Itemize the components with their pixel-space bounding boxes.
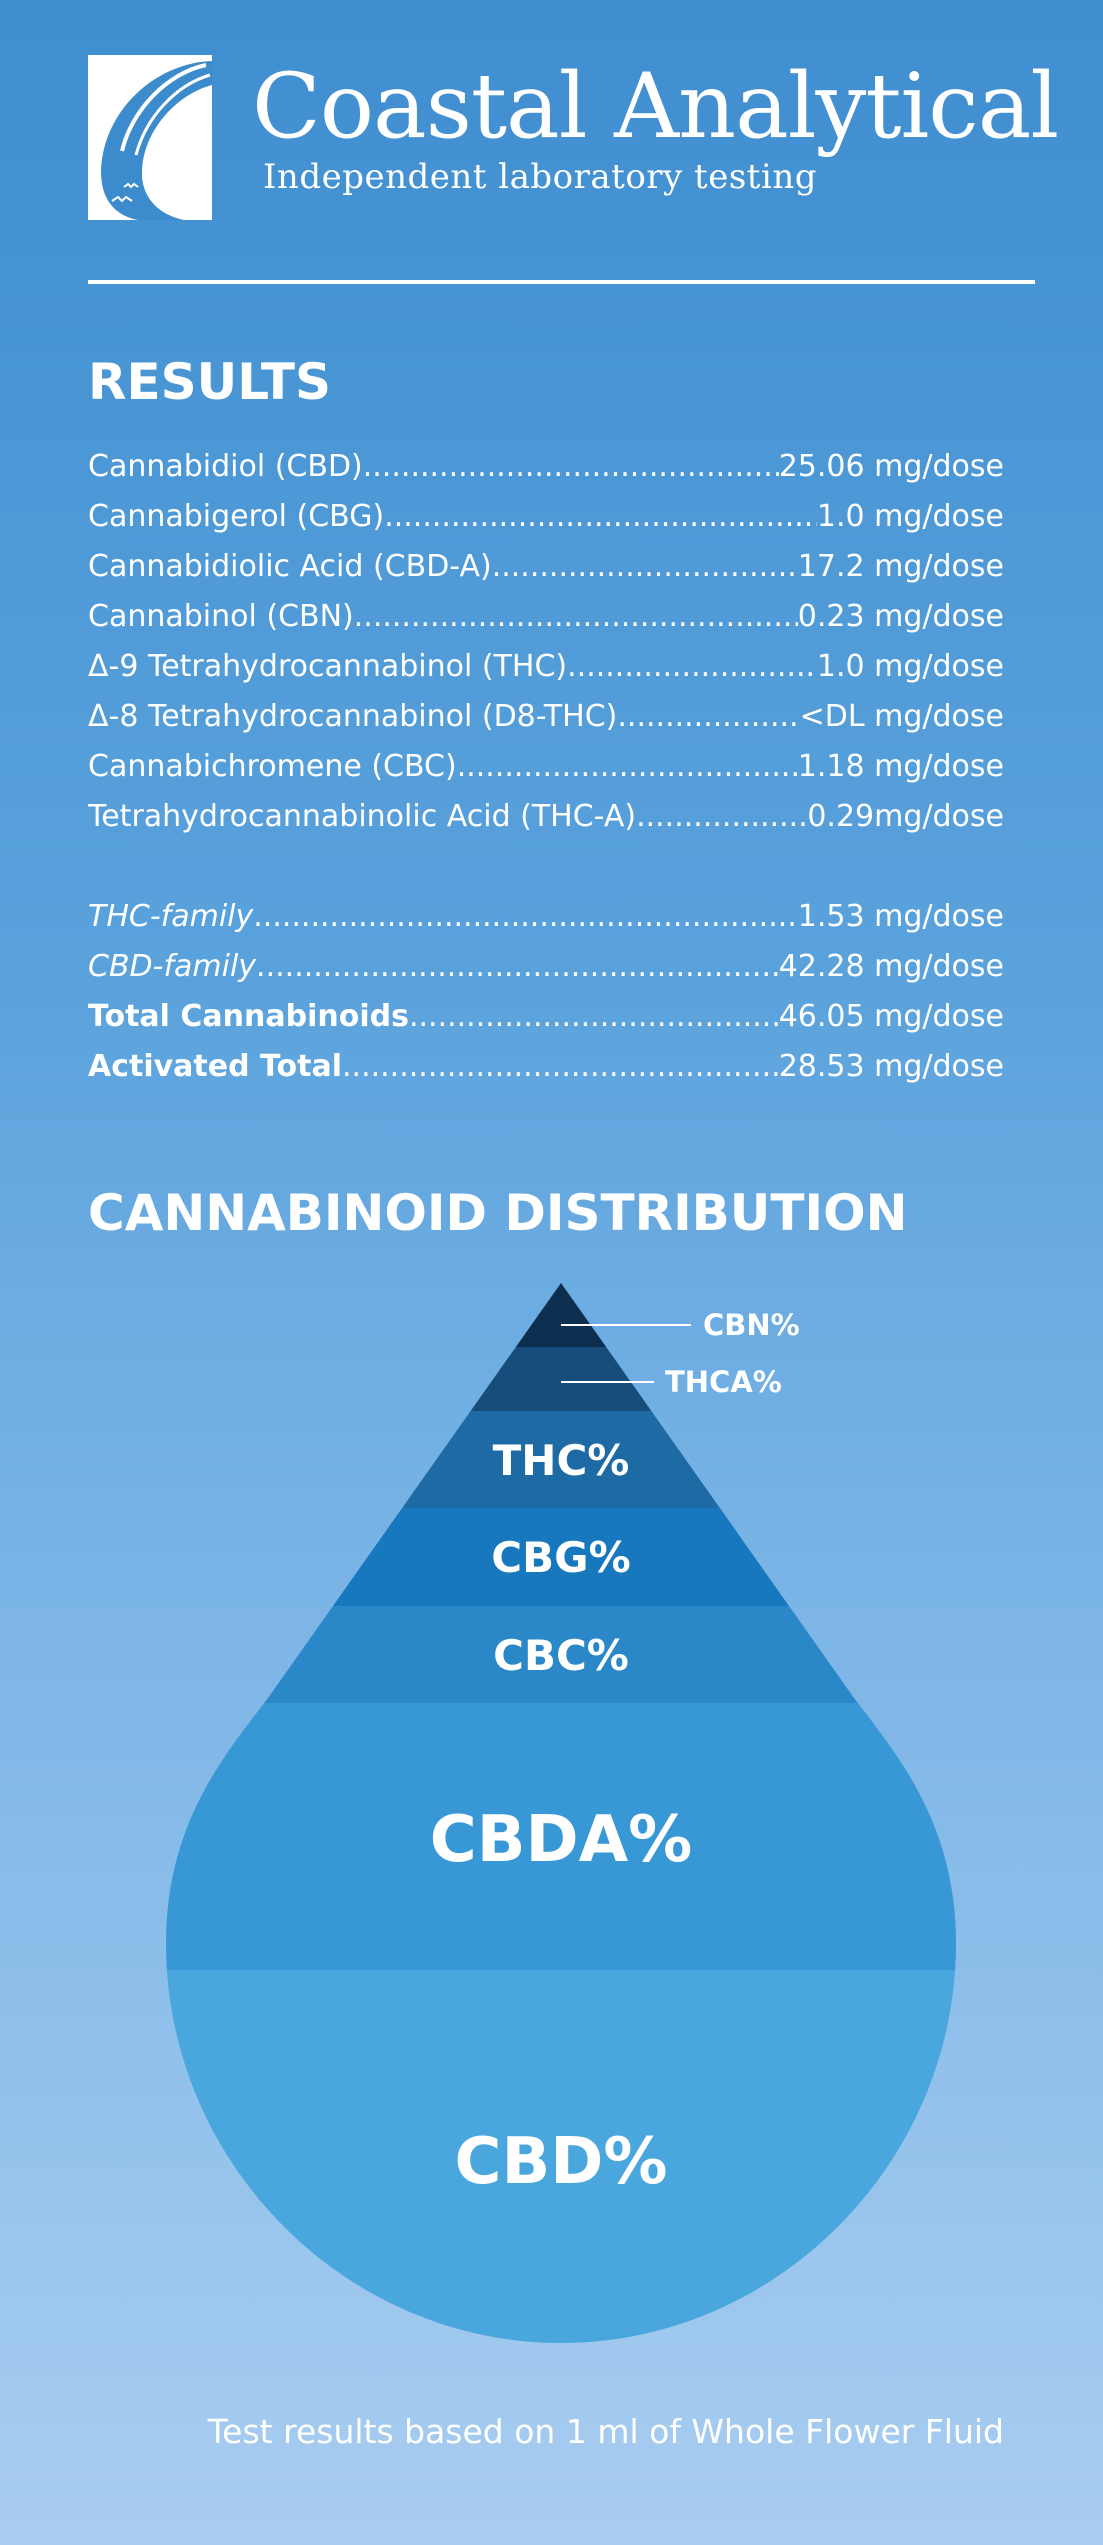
wave-bird-logo-icon (88, 55, 212, 220)
footer-note: Test results based on 1 ml of Whole Flow… (207, 2412, 1004, 2451)
result-row-cbn: Cannabinol (CBN) 0.23 mg/dose (88, 597, 1004, 637)
result-value: 25.06 mg/dose (778, 449, 1004, 484)
total-value: 1.53 mg/dose (797, 899, 1004, 934)
total-row-thc-family: THC-family 1.53 mg/dose (88, 897, 1004, 937)
result-value: 1.18 mg/dose (797, 749, 1004, 784)
result-value: 0.29mg/dose (807, 799, 1004, 834)
layer-label-cbc: CBC% (493, 1631, 629, 1680)
result-row-d9-thc: Δ-9 Tetrahydrocannabinol (THC) 1.0 mg/dos… (88, 647, 1004, 687)
callout-label-thca: THCA% (665, 1365, 782, 1399)
total-label: Total Cannabinoids (88, 999, 409, 1034)
layer-label-thc: THC% (493, 1436, 630, 1485)
leader-dots (492, 547, 798, 587)
total-row-total-cannabinoids: Total Cannabinoids 46.05 mg/dose (88, 997, 1004, 1037)
result-row-cbg: Cannabigerol (CBG) 1.0 mg/dose (88, 497, 1004, 537)
leader-dots (363, 447, 779, 487)
result-row-cbda: Cannabidiolic Acid (CBD-A) 17.2 mg/dose (88, 547, 1004, 587)
result-label: Cannabidiol (CBD) (88, 449, 363, 484)
result-label: Tetrahydrocannabinolic Acid (THC-A) (88, 799, 637, 834)
result-label: Cannabigerol (CBG) (88, 499, 385, 534)
layer-thca (166, 1347, 956, 1411)
result-label: Cannabidiolic Acid (CBD-A) (88, 549, 492, 584)
layer-cbn (166, 1283, 956, 1347)
total-label: Activated Total (88, 1049, 342, 1084)
layer-label-cbg: CBG% (491, 1533, 630, 1582)
result-label: Δ-8 Tetrahydrocannabinol (D8-THC) (88, 699, 618, 734)
layer-label-cbda: CBDA% (430, 1803, 693, 1877)
results-heading: RESULTS (88, 353, 331, 411)
result-value: 0.23 mg/dose (797, 599, 1004, 634)
result-row-cbc: Cannabichromene (CBC) 1.18 mg/dose (88, 747, 1004, 787)
layer-label-cbd: CBD% (455, 2125, 668, 2199)
leader-dots (342, 1047, 779, 1087)
leader-dots (567, 647, 817, 687)
layer-cbda (166, 1703, 956, 1970)
total-value: 42.28 mg/dose (778, 949, 1004, 984)
result-label: Cannabinol (CBN) (88, 599, 354, 634)
total-label: THC-family (88, 899, 254, 934)
leader-dots (354, 597, 798, 637)
result-row-cbd: Cannabidiol (CBD) 25.06 mg/dose (88, 447, 1004, 487)
leader-dots (457, 747, 798, 787)
result-value: 1.0 mg/dose (816, 649, 1004, 684)
distribution-drop-diagram: CBN% THCA% THC% CBG% CBC% CBDA% CBD% (166, 1283, 956, 2343)
leader-dots (409, 997, 779, 1037)
result-value: 17.2 mg/dose (797, 549, 1004, 584)
leader-dots (384, 497, 817, 537)
result-label: Cannabichromene (CBC) (88, 749, 457, 784)
result-row-d8-thc: Δ-8 Tetrahydrocannabinol (D8-THC) <DL mg/… (88, 697, 1004, 737)
total-value: 46.05 mg/dose (778, 999, 1004, 1034)
total-value: 28.53 mg/dose (778, 1049, 1004, 1084)
leader-dots (617, 697, 799, 737)
result-value: <DL mg/dose (799, 699, 1004, 734)
total-label: CBD-family (88, 949, 257, 984)
brand-subtitle: Independent laboratory testing (263, 157, 817, 197)
total-row-activated-total: Activated Total 28.53 mg/dose (88, 1047, 1004, 1087)
callout-label-cbn: CBN% (703, 1308, 800, 1342)
header-divider (88, 280, 1035, 284)
leader-dots (253, 897, 798, 937)
total-row-cbd-family: CBD-family 42.28 mg/dose (88, 947, 1004, 987)
result-value: 1.0 mg/dose (816, 499, 1004, 534)
leader-dots (256, 947, 779, 987)
result-label: Δ-9 Tetrahydrocannabinol (THC) (88, 649, 568, 684)
leader-dots (636, 797, 807, 837)
result-row-thca: Tetrahydrocannabinolic Acid (THC-A) 0.29m… (88, 797, 1004, 837)
brand-title: Coastal Analytical (252, 54, 1059, 159)
distribution-heading: CANNABINOID DISTRIBUTION (88, 1184, 908, 1242)
header: Coastal Analytical Independent laborator… (88, 55, 1059, 220)
